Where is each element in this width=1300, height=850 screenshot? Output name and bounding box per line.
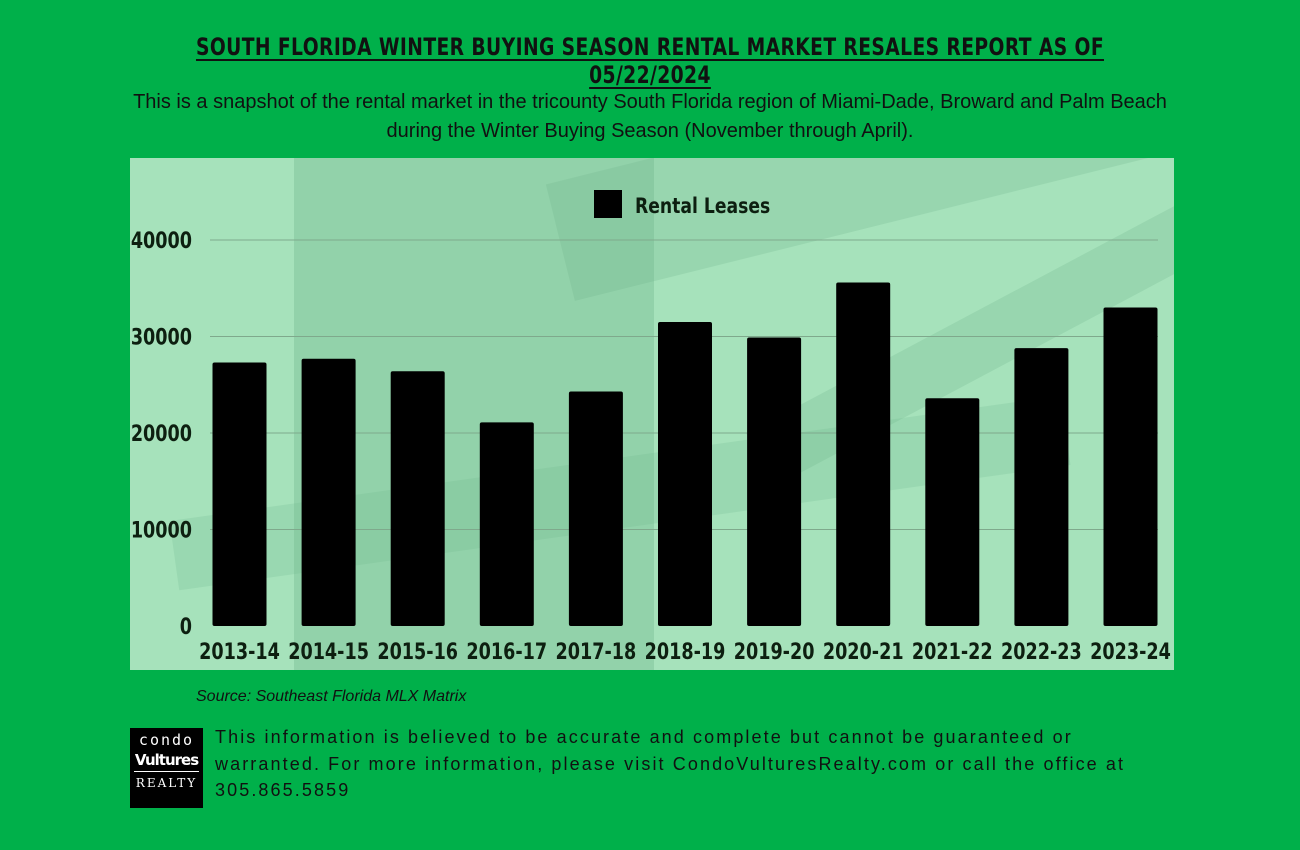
x-tick-label: 2018-19 (645, 639, 726, 664)
bar-2017-18 (568, 391, 623, 626)
x-tick-label: 2022-23 (1001, 639, 1082, 664)
report-subtitle: This is a snapshot of the rental market … (133, 91, 1167, 142)
x-tick-label: 2021-22 (912, 639, 993, 664)
x-tick-label: 2023-24 (1090, 639, 1171, 664)
x-tick-label: 2019-20 (734, 639, 815, 664)
y-tick-label: 0 (180, 614, 192, 639)
bar-2022-23 (1014, 348, 1069, 626)
bar-2016-17 (479, 422, 534, 626)
bar-2018-19 (658, 322, 712, 626)
y-tick-label: 10000 (131, 518, 192, 543)
chart-panel: 0 10000 20000 30000 40000 2013-14 2014-15 2015-… (130, 158, 1174, 670)
x-tick-label: 2017-18 (556, 639, 637, 664)
company-logo: condo Vultures REALTY (130, 728, 203, 808)
bar-2015-16 (390, 371, 445, 626)
y-tick-label: 20000 (131, 421, 192, 446)
bar-2013-14 (212, 362, 267, 626)
y-tick-label: 40000 (131, 228, 192, 253)
bar-2014-15 (301, 358, 356, 626)
source-note: Source: Southeast Florida MLX Matrix (196, 688, 467, 705)
disclaimer-text: This information is believed to be accur… (215, 727, 1126, 800)
bar-2023-24 (1103, 307, 1158, 626)
logo-text-condo: condo (138, 731, 195, 749)
x-tick-label: 2014-15 (288, 639, 369, 664)
report-title: SOUTH FLORIDA WINTER BUYING SEASON RENTA… (195, 33, 1104, 89)
logo-text-vultures: Vultures (134, 749, 199, 772)
bar-2019-20 (747, 337, 802, 626)
legend-label: Rental Leases (635, 193, 770, 218)
logo-text-realty: REALTY (135, 776, 198, 790)
x-tick-label: 2020-21 (823, 639, 904, 664)
bar-chart: 0 10000 20000 30000 40000 2013-14 2014-15 2015-… (131, 190, 1171, 665)
bar-2020-21 (836, 282, 891, 626)
x-tick-label: 2013-14 (199, 639, 280, 664)
legend-swatch (594, 190, 622, 218)
x-tick-label: 2015-16 (377, 639, 458, 664)
y-tick-label: 30000 (131, 325, 192, 350)
bar-2021-22 (925, 398, 980, 626)
x-tick-label: 2016-17 (466, 639, 547, 664)
